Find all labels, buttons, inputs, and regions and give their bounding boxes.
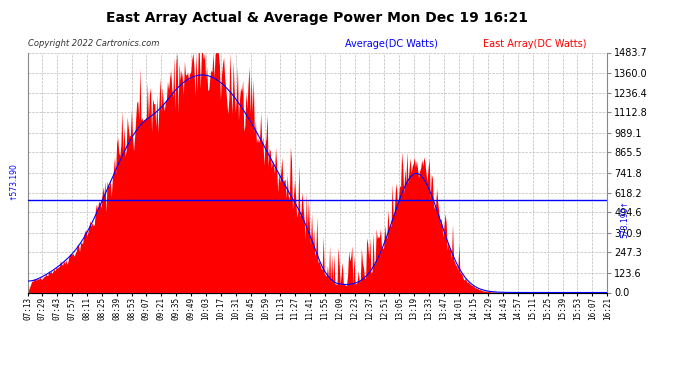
Text: Average(DC Watts): Average(DC Watts) [345, 39, 438, 50]
Text: East Array(DC Watts): East Array(DC Watts) [483, 39, 586, 50]
Text: Copyright 2022 Cartronics.com: Copyright 2022 Cartronics.com [28, 39, 159, 48]
Text: ↑573.190: ↑573.190 [8, 162, 18, 200]
Text: East Array Actual & Average Power Mon Dec 19 16:21: East Array Actual & Average Power Mon De… [106, 11, 529, 25]
Text: 573.190↑: 573.190↑ [620, 200, 629, 238]
